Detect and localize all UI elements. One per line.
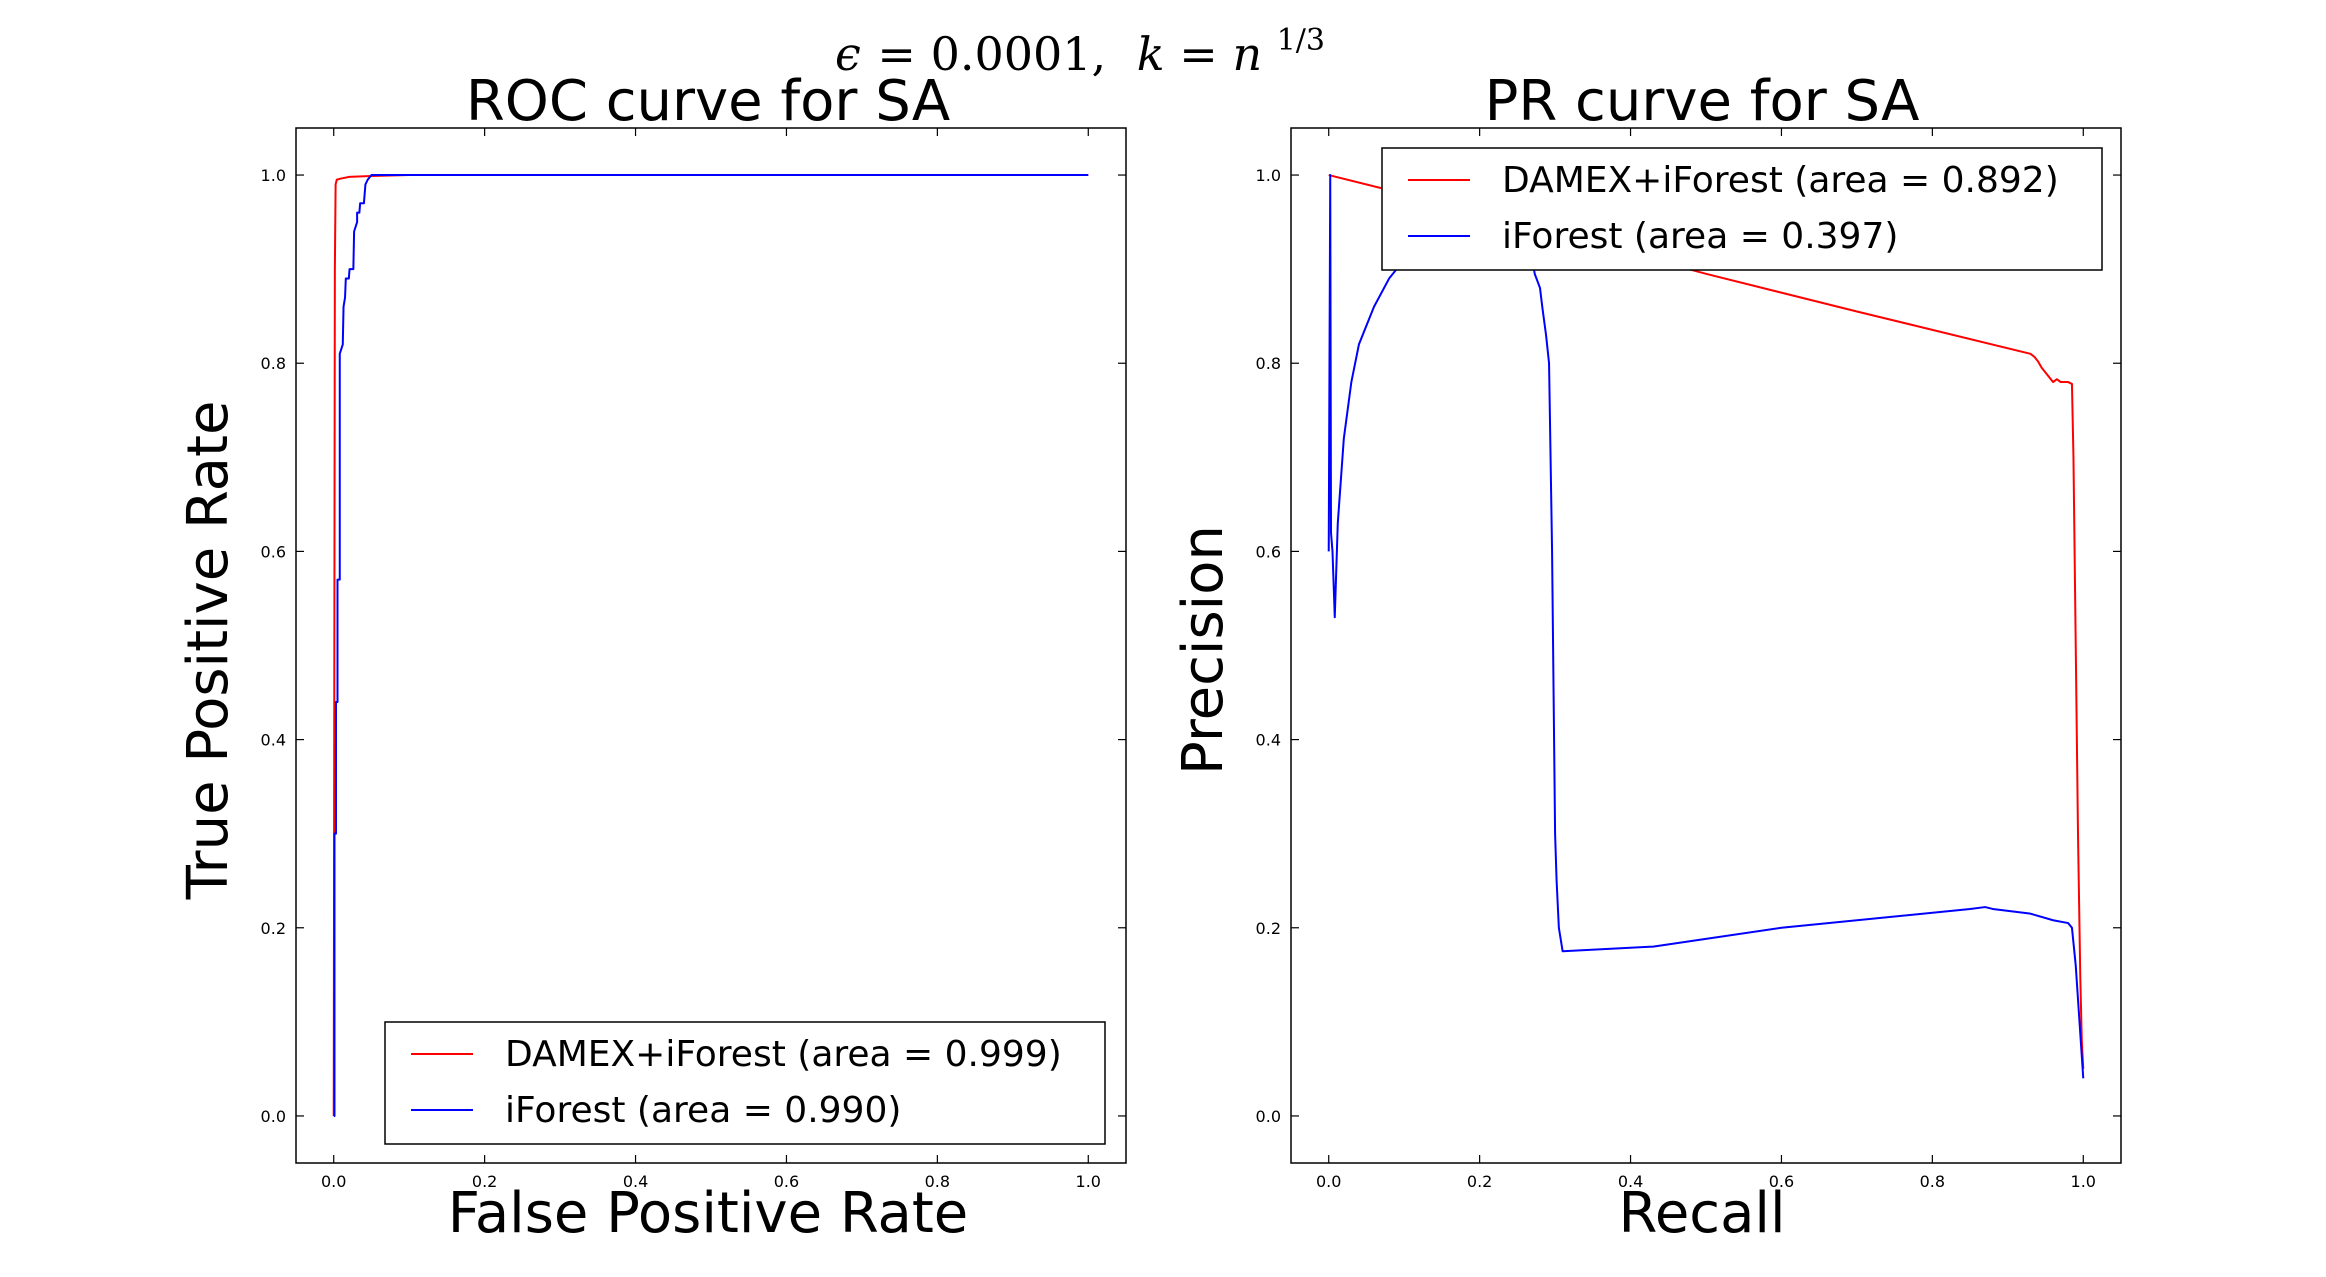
pr-series-line-1 (1327, 174, 2085, 1079)
roc-x-tick-label: 0.8 (925, 1172, 950, 1191)
pr-legend-box (1381, 147, 2103, 271)
roc-legend-label-0: DAMEX+iForest (area = 0.999) (505, 1034, 1062, 1075)
roc-x-tick-label: 0.0 (321, 1172, 346, 1191)
pr-x-tick-label: 0.4 (1618, 1172, 1643, 1191)
pr-legend-label-1: iForest (area = 0.397) (1502, 216, 1898, 257)
roc-x-axis-label: False Positive Rate (448, 1181, 968, 1246)
roc-x-tick-label: 0.4 (623, 1172, 648, 1191)
epsilon-value: 0.0001, (931, 27, 1107, 81)
roc-y-axis-label: True Positive Rate (176, 401, 241, 901)
pr-plot-area: 0.0 0.2 0.4 0.6 0.8 1.0 0.0 0.2 0.4 0.6 0.8 1.0 DAME… (1256, 127, 2122, 1191)
roc-plot-area: 0.0 0.2 0.4 0.6 0.8 1.0 0.0 0.2 0.4 0.6 0.8 1.0 DAME… (261, 127, 1127, 1191)
roc-y-tick-label: 1.0 (261, 166, 286, 185)
pr-panel: PR curve for SA 0.0 0.2 0.4 0.6 0.8 1.0 0.0 0.2… (1171, 69, 2122, 1246)
roc-y-tick-label: 0.0 (261, 1107, 286, 1126)
pr-y-tick-label: 0.2 (1256, 919, 1281, 938)
roc-axes-frame (295, 127, 1127, 1164)
pr-y-tick-label: 1.0 (1256, 166, 1281, 185)
pr-axes-frame (1290, 127, 2122, 1164)
pr-y-axis-label: Precision (1171, 525, 1236, 775)
roc-x-tick-label: 0.6 (774, 1172, 799, 1191)
pr-y-tick-label: 0.4 (1256, 731, 1281, 750)
pr-series-line-0 (1328, 174, 2085, 1069)
roc-x-tick-label: 1.0 (1076, 1172, 1101, 1191)
exponent: 1/3 (1277, 23, 1325, 58)
roc-title: ROC curve for SA (466, 69, 950, 134)
roc-series-line-0 (332, 174, 1089, 1116)
pr-x-tick-label: 0.0 (1316, 1172, 1341, 1191)
pr-x-tick-label: 0.8 (1920, 1172, 1945, 1191)
pr-y-tick-label: 0.0 (1256, 1107, 1281, 1126)
n-symbol: n (1232, 27, 1262, 81)
roc-legend-label-1: iForest (area = 0.990) (505, 1090, 901, 1131)
pr-y-tick-label: 0.6 (1256, 542, 1281, 561)
roc-y-tick-label: 0.4 (261, 731, 286, 750)
pr-title: PR curve for SA (1485, 69, 1920, 134)
k-symbol: k (1137, 27, 1165, 81)
roc-y-tick-label: 0.2 (261, 919, 286, 938)
roc-x-tick-label: 0.2 (472, 1172, 497, 1191)
roc-series-line-1 (333, 174, 1089, 1117)
figure-suptitle: ϵ = 0.0001, k = n 1/3 (835, 23, 1325, 81)
pr-y-tick-label: 0.8 (1256, 354, 1281, 373)
epsilon-symbol: ϵ (835, 27, 861, 81)
pr-legend-label-0: DAMEX+iForest (area = 0.892) (1502, 160, 2059, 201)
pr-x-tick-label: 0.2 (1467, 1172, 1492, 1191)
pr-x-tick-label: 0.6 (1769, 1172, 1794, 1191)
roc-panel: ROC curve for SA 0.0 0.2 0.4 0.6 0.8 1.00.00.… (176, 69, 1127, 1246)
roc-legend: DAMEX+iForest (area = 0.999) iForest (are… (384, 1021, 1106, 1145)
roc-y-tick-label: 0.6 (261, 542, 286, 561)
equals-sign-1: = (877, 27, 916, 81)
pr-x-tick-label: 1.0 (2071, 1172, 2096, 1191)
pr-legend: DAMEX+iForest (area = 0.892) iForest (are… (1381, 147, 2103, 271)
roc-y-tick-label: 0.8 (261, 354, 286, 373)
pr-x-axis-label: Recall (1618, 1181, 1785, 1246)
roc-legend-box (384, 1021, 1106, 1145)
equals-sign-2: = (1179, 27, 1218, 81)
